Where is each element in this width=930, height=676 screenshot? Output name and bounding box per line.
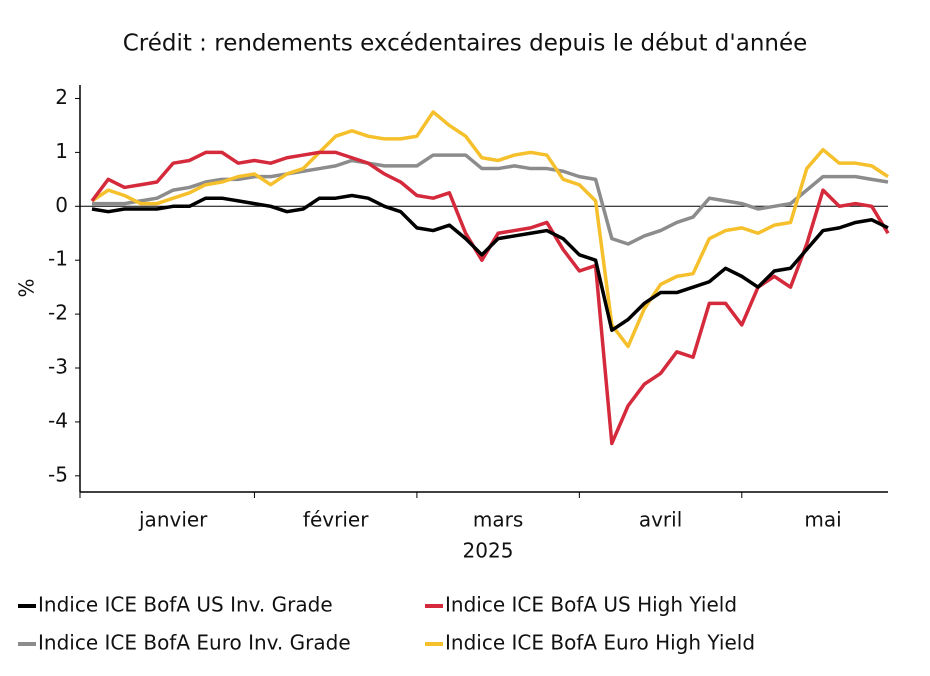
y-tick-label: -3	[48, 355, 68, 379]
x-tick-label: mai	[804, 508, 841, 532]
chart-title: Crédit : rendements excédentaires depuis…	[123, 31, 808, 57]
y-axis-label: %	[15, 278, 39, 297]
legend-label: Indice ICE BofA Euro Inv. Grade	[38, 631, 351, 655]
x-tick-label: avril	[639, 508, 682, 532]
series-line	[91, 193, 889, 333]
y-tick-label: 1	[55, 139, 68, 163]
y-tick-label: 2	[55, 85, 68, 109]
legend-label: Indice ICE BofA US High Yield	[445, 593, 737, 617]
x-tick-label: janvier	[138, 508, 208, 532]
x-tick-label: février	[303, 508, 369, 532]
y-tick-label: -2	[48, 301, 68, 325]
series-line	[90, 150, 890, 446]
y-tick-label: -4	[48, 408, 68, 432]
legend-label: Indice ICE BofA Euro High Yield	[445, 631, 755, 655]
y-tick-label: -5	[48, 462, 68, 486]
series-line	[91, 110, 889, 349]
y-tick-label: 0	[55, 193, 68, 217]
y-tick-label: -1	[48, 247, 68, 271]
x-tick-label: mars	[473, 508, 523, 532]
x-axis-label: 2025	[463, 539, 514, 563]
legend-label: Indice ICE BofA US Inv. Grade	[38, 593, 333, 617]
